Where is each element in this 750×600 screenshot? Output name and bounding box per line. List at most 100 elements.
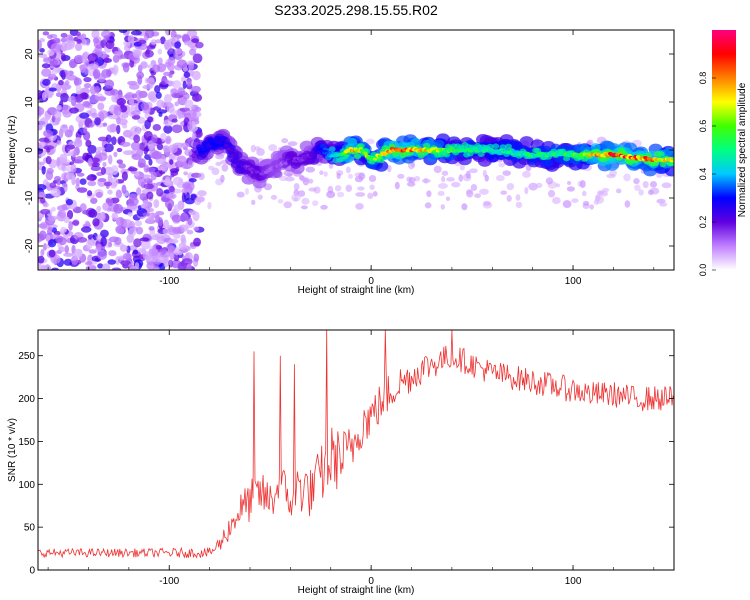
haze-blob — [279, 175, 288, 182]
noise-blob — [157, 57, 163, 65]
noise-blob — [79, 64, 86, 73]
noise-blob — [112, 54, 120, 63]
noise-blob — [75, 95, 82, 101]
noise-blob — [97, 136, 109, 142]
noise-blob — [97, 110, 109, 119]
y-tick-label: 0 — [24, 147, 35, 153]
haze-blob — [594, 196, 605, 204]
noise-blob — [162, 145, 171, 153]
noise-blob — [181, 192, 186, 203]
noise-blob — [123, 93, 133, 99]
noise-blob — [60, 124, 68, 133]
noise-blob — [49, 182, 57, 189]
haze-blob — [220, 174, 225, 183]
haze-blob — [308, 178, 314, 184]
haze-blob — [437, 183, 448, 189]
noise-blob — [176, 59, 188, 69]
haze-blob — [334, 185, 342, 192]
noise-blob — [87, 63, 99, 70]
noise-blob — [38, 223, 48, 229]
noise-blob — [119, 54, 128, 59]
noise-blob — [110, 165, 119, 176]
noise-blob — [142, 199, 148, 207]
noise-blob — [91, 112, 98, 119]
noise-blob — [172, 226, 182, 235]
noise-blob — [171, 92, 180, 99]
noise-blob — [136, 187, 142, 196]
noise-blob — [174, 47, 183, 55]
noise-blob — [69, 107, 79, 114]
noise-blob — [147, 77, 155, 87]
noise-blob — [151, 134, 158, 144]
noise-blob — [102, 161, 107, 167]
noise-blob — [107, 114, 118, 120]
snr-frame — [37, 329, 675, 571]
noise-blob — [90, 197, 98, 204]
noise-blob — [168, 47, 174, 53]
ridge-halo — [477, 151, 485, 157]
haze-blob — [446, 177, 455, 182]
snr-series-line — [38, 330, 674, 559]
haze-blob — [642, 180, 649, 189]
x-tick-label: 0 — [368, 276, 374, 287]
noise-blob — [168, 144, 178, 154]
noise-blob — [172, 80, 182, 89]
noise-blob — [184, 99, 194, 110]
noise-blob — [128, 220, 136, 231]
noise-blob — [79, 203, 87, 212]
noise-blob — [49, 58, 59, 67]
haze-blob — [437, 190, 445, 196]
noise-blob — [94, 85, 100, 94]
noise-blob — [52, 37, 61, 44]
noise-blob — [65, 172, 75, 181]
noise-blob — [42, 31, 50, 36]
noise-blob — [186, 263, 192, 270]
noise-blob — [157, 48, 163, 55]
haze-blob — [624, 200, 631, 208]
noise-blob — [160, 162, 168, 172]
y-tick-label: 200 — [18, 394, 35, 405]
noise-blob — [154, 85, 161, 94]
noise-blob — [121, 171, 128, 181]
noise-blob — [100, 229, 109, 238]
noise-blob — [162, 228, 169, 235]
noise-blob — [178, 242, 187, 250]
noise-blob — [51, 206, 56, 212]
haze-blob — [244, 188, 250, 195]
noise-blob — [39, 161, 45, 166]
noise-blob — [183, 71, 191, 79]
noise-blob — [148, 158, 153, 166]
noise-blob — [116, 97, 127, 106]
noise-blob — [145, 167, 156, 173]
noise-blob — [97, 263, 104, 269]
noise-blob — [111, 136, 117, 146]
noise-blob — [89, 85, 97, 96]
noise-blob — [119, 244, 128, 252]
noise-blob — [100, 30, 112, 39]
noise-blob — [113, 203, 124, 214]
noise-blob — [51, 69, 59, 75]
noise-blob — [176, 91, 188, 96]
noise-blob — [58, 79, 64, 86]
noise-blob — [116, 147, 123, 153]
ridge-core — [497, 150, 503, 154]
haze-blob — [634, 184, 641, 191]
snr-axes: -100 0 100 0 50 100 150 200 250 — [18, 330, 674, 587]
haze-blob — [459, 165, 465, 171]
haze-blob — [582, 200, 590, 206]
noise-blob — [63, 252, 74, 257]
y-tick-label: -10 — [24, 190, 35, 205]
noise-blob — [114, 236, 122, 246]
ridge-halo — [250, 173, 258, 180]
noise-blob — [127, 197, 139, 206]
noise-blob — [167, 62, 175, 72]
noise-blob — [191, 93, 203, 102]
noise-blob — [127, 212, 133, 217]
noise-blob — [90, 165, 102, 171]
noise-blob — [117, 227, 125, 234]
noise-blob — [98, 212, 105, 221]
haze-blob — [369, 184, 375, 190]
noise-blob — [58, 209, 66, 219]
noise-blob — [83, 126, 88, 134]
noise-blob — [60, 41, 68, 52]
